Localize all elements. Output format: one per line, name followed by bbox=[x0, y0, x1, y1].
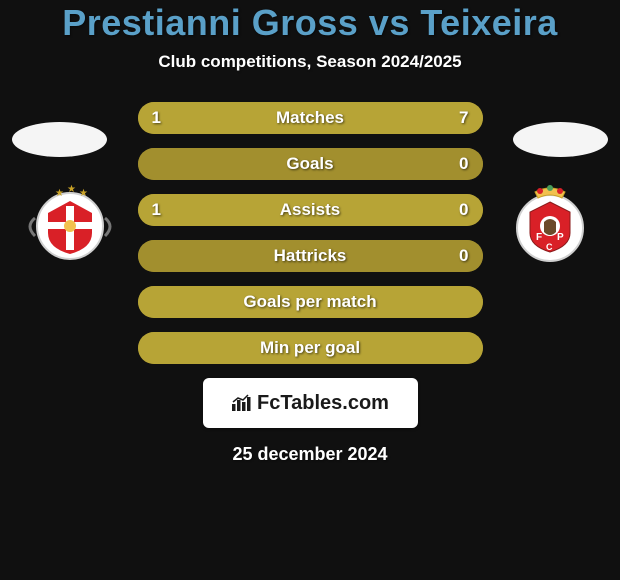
club-badge-left: ★ ★ ★ bbox=[20, 178, 120, 263]
fctables-logo: FcTables.com bbox=[203, 378, 418, 428]
stat-bar: Goals per match bbox=[138, 286, 483, 318]
bars-icon bbox=[231, 394, 253, 412]
page-title: Prestianni Gross vs Teixeira bbox=[62, 2, 558, 44]
bar-value-left: 1 bbox=[152, 108, 161, 128]
logo-label: FcTables.com bbox=[257, 392, 389, 415]
bar-value-right: 0 bbox=[459, 154, 468, 174]
club-badge-right: F P C bbox=[500, 178, 600, 263]
benfica-crest-icon: ★ ★ ★ bbox=[20, 178, 120, 263]
bar-value-left: 1 bbox=[152, 200, 161, 220]
subtitle: Club competitions, Season 2024/2025 bbox=[158, 52, 461, 72]
bar-value-right: 0 bbox=[459, 246, 468, 266]
svg-text:★: ★ bbox=[67, 184, 76, 195]
stat-bar: Matches 1 7 bbox=[138, 102, 483, 134]
stat-bar: Assists 1 0 bbox=[138, 194, 483, 226]
stat-bar: Min per goal bbox=[138, 332, 483, 364]
bar-label: Hattricks bbox=[274, 246, 347, 266]
comparison-card: Prestianni Gross vs Teixeira Club compet… bbox=[0, 0, 620, 580]
bar-label: Goals bbox=[286, 154, 333, 174]
bar-label: Min per goal bbox=[260, 338, 360, 358]
svg-text:C: C bbox=[546, 242, 553, 252]
logo-text: FcTables.com bbox=[231, 392, 389, 415]
svg-text:P: P bbox=[557, 232, 564, 243]
player-left-oval bbox=[12, 122, 107, 157]
date-text: 25 december 2024 bbox=[232, 444, 387, 465]
svg-text:★: ★ bbox=[79, 188, 88, 199]
stat-bar: Goals 0 bbox=[138, 148, 483, 180]
stat-bar: Hattricks 0 bbox=[138, 240, 483, 272]
svg-text:F: F bbox=[536, 232, 542, 243]
bar-value-right: 7 bbox=[459, 108, 468, 128]
player-right-oval bbox=[513, 122, 608, 157]
bar-value-right: 0 bbox=[459, 200, 468, 220]
bar-label: Goals per match bbox=[243, 292, 376, 312]
svg-text:★: ★ bbox=[55, 188, 64, 199]
penafiel-crest-icon: F P C bbox=[500, 178, 600, 263]
stat-bars: Matches17Goals0Assists10Hattricks0Goals … bbox=[138, 102, 483, 364]
bar-label: Assists bbox=[280, 200, 340, 220]
bar-label: Matches bbox=[276, 108, 344, 128]
